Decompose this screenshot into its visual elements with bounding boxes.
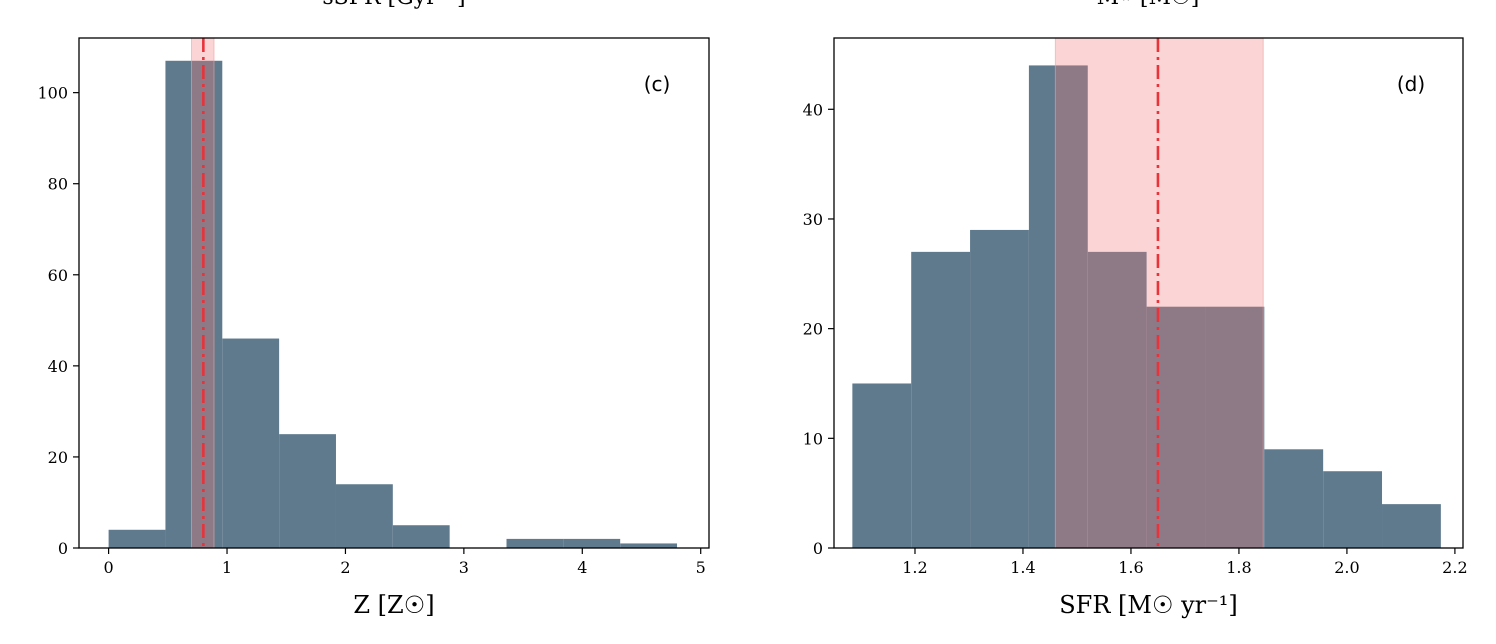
histogram-bar — [279, 434, 336, 548]
x-tick-label: 5 — [696, 558, 706, 577]
median-uncertainty-band — [1054, 37, 1264, 549]
x-tick-label: 2 — [340, 558, 350, 577]
histogram-bar — [1382, 504, 1441, 548]
y-tick-label: 40 — [803, 100, 823, 119]
histogram-bar — [911, 251, 971, 548]
x-tick-label: 2.0 — [1334, 558, 1359, 577]
histogram-bar — [1205, 306, 1265, 548]
x-tick-label: 0 — [104, 558, 114, 577]
x-tick-label: 3 — [459, 558, 469, 577]
axes-frame — [833, 37, 1464, 549]
histogram-bar — [852, 383, 912, 548]
x-axis-label: Z [Z☉] — [353, 591, 434, 619]
histogram-panel-d: 1.2 1.4 1.6 1.8 2.0 2.2 0 10 20 30 40 SFR [M☉ yr⁻¹]… — [803, 37, 1468, 619]
x-tick-label: 1.8 — [1226, 558, 1251, 577]
histogram-bar — [1087, 251, 1147, 548]
histogram-bar — [392, 525, 450, 548]
y-tick-label: 20 — [803, 320, 823, 339]
x-tick-label: 2.2 — [1442, 558, 1467, 577]
y-tick-label: 0 — [58, 539, 68, 558]
top-label-left: sSFR [Gyr⁻¹] — [322, 0, 465, 10]
histogram-bar — [563, 538, 621, 548]
y-tick-label: 80 — [48, 175, 68, 194]
histogram-bar — [1146, 306, 1206, 548]
y-tick-label: 60 — [48, 266, 68, 285]
y-tick-label: 0 — [813, 539, 823, 558]
histogram-bar — [620, 543, 678, 548]
histogram-bar — [970, 229, 1029, 548]
x-tick-label: 4 — [577, 558, 587, 577]
histogram-bar — [1028, 65, 1088, 548]
axes-frame — [78, 37, 710, 549]
histogram-bar — [335, 484, 393, 548]
histogram-bar — [165, 60, 223, 549]
histogram-bar — [506, 538, 564, 548]
x-tick-label: 1.4 — [1010, 558, 1035, 577]
x-tick-label: 1.2 — [902, 558, 927, 577]
histogram-panel-c: 0 1 2 3 4 5 0 20 40 60 80 100 Z [Z☉] (c) — [37, 37, 710, 619]
histogram-bar — [222, 338, 280, 548]
panel-tag: (c) — [644, 72, 671, 96]
y-tick-label: 100 — [37, 84, 68, 103]
top-label-right: M⋆ [M☉] — [1097, 0, 1200, 10]
histogram-bar — [1264, 449, 1324, 548]
y-tick-label: 40 — [48, 357, 68, 376]
x-axis-label: SFR [M☉ yr⁻¹] — [1059, 591, 1238, 619]
x-tick-label: 1 — [222, 558, 232, 577]
y-tick-label: 10 — [803, 429, 823, 448]
x-tick-label: 1.6 — [1118, 558, 1143, 577]
panel-tag: (d) — [1397, 72, 1425, 96]
y-tick-label: 30 — [803, 210, 823, 229]
y-tick-label: 20 — [48, 448, 68, 467]
histogram-bar — [108, 529, 166, 548]
histogram-bar — [1323, 471, 1383, 548]
